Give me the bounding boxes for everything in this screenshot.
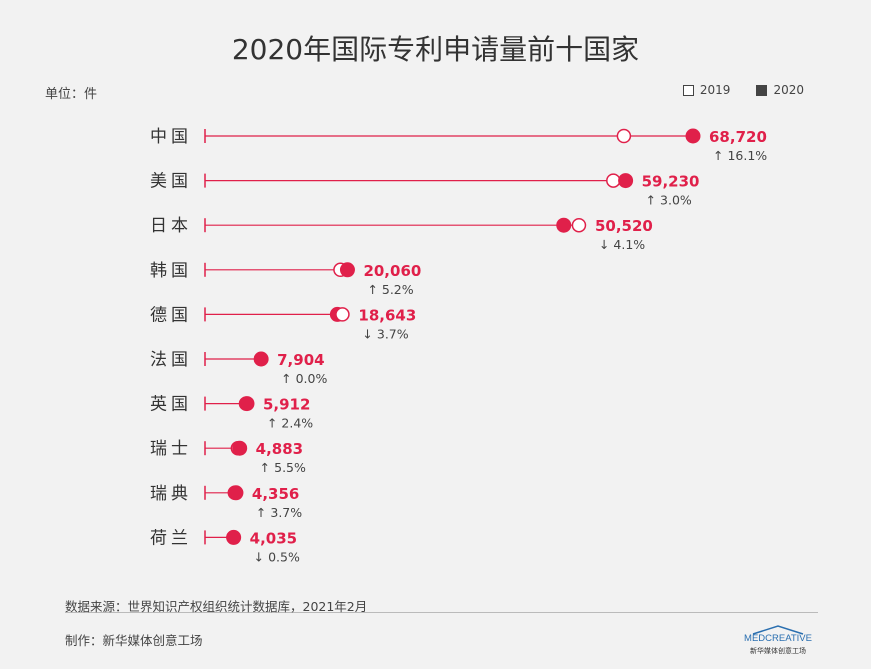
logo-text: MEDCREATIVE <box>744 633 812 644</box>
value-label: 4,883 <box>256 440 303 458</box>
change-label: ↑ 3.0% <box>646 193 692 208</box>
dot-2019 <box>571 217 587 233</box>
category-label: 法国 <box>150 350 192 370</box>
value-label: 50,520 <box>595 217 653 235</box>
value-label: 18,643 <box>358 306 416 324</box>
category-label: 美国 <box>150 172 192 192</box>
value-label: 68,720 <box>709 128 767 146</box>
category-label: 韩国 <box>150 261 192 281</box>
legend-2020-swatch <box>756 84 768 96</box>
change-label: ↑ 3.7% <box>256 505 302 520</box>
dot-2019 <box>606 173 621 188</box>
category-label: 日本 <box>150 216 192 236</box>
dot-2020 <box>239 396 255 412</box>
dot-2019 <box>616 128 632 144</box>
change-label: ↓ 4.1% <box>599 237 645 252</box>
dot-2020 <box>228 485 244 501</box>
dot-2020 <box>253 351 269 367</box>
change-label: ↑ 5.5% <box>260 460 306 475</box>
dot-2019 <box>335 307 350 322</box>
footer-divider <box>65 612 818 613</box>
dot-2020 <box>685 128 701 144</box>
dot-2020 <box>232 440 248 456</box>
category-label: 英国 <box>150 395 192 415</box>
value-label: 4,035 <box>250 529 297 547</box>
value-label: 5,912 <box>263 396 310 414</box>
change-label: ↓ 0.5% <box>254 549 300 564</box>
dot-2020 <box>339 262 355 278</box>
change-label: ↑ 16.1% <box>713 148 767 163</box>
dot-2020 <box>226 529 242 545</box>
dot-2020 <box>556 217 572 233</box>
change-label: ↑ 5.2% <box>367 282 413 297</box>
change-label: ↓ 3.7% <box>362 326 408 341</box>
chart-title: 2020年国际专利申请量前十国家 <box>231 33 640 66</box>
change-label: ↑ 0.0% <box>281 371 327 386</box>
legend-2019-swatch <box>682 84 694 96</box>
category-label: 中国 <box>150 127 192 147</box>
unit-label: 单位：件 <box>45 87 98 102</box>
value-label: 7,904 <box>277 351 324 369</box>
category-label: 荷兰 <box>150 528 192 548</box>
logo-subtext: 新华媒体创意工场 <box>750 646 806 655</box>
legend-2020-label: 2020 <box>773 83 804 97</box>
legend: 2019 2020 <box>682 83 804 97</box>
data-source-note: 数据来源：世界知识产权组织统计数据库，2021年2月 <box>65 599 368 614</box>
value-label: 4,356 <box>252 485 299 503</box>
medcreative-logo: MEDCREATIVE 新华媒体创意工场 <box>744 625 812 655</box>
dot-2020 <box>618 173 634 189</box>
change-label: ↑ 2.4% <box>267 416 313 431</box>
category-label: 瑞典 <box>150 484 192 504</box>
value-label: 20,060 <box>363 262 421 280</box>
category-label: 瑞士 <box>150 439 192 459</box>
legend-2019-label: 2019 <box>699 83 731 97</box>
category-label: 德国 <box>150 305 192 325</box>
value-label: 59,230 <box>642 173 700 191</box>
maker-credit: 制作：新华媒体创意工场 <box>65 633 203 648</box>
